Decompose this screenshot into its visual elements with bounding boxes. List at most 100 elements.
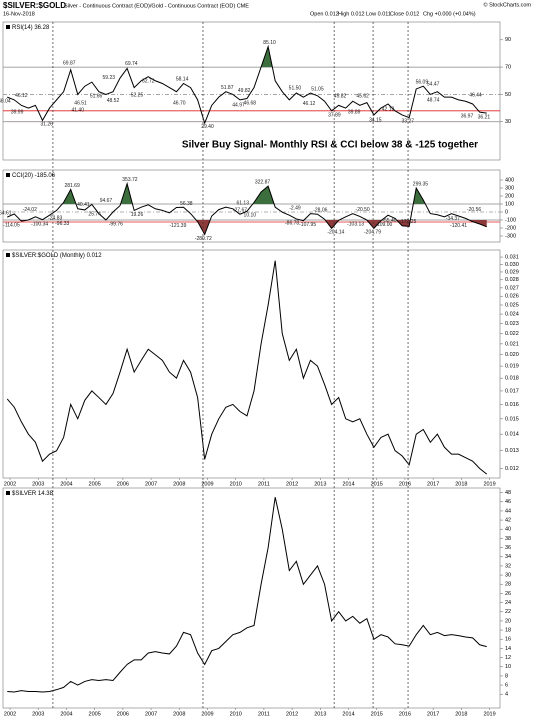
value-label: 46.51 (74, 101, 87, 107)
value-label: 61.13 (236, 200, 249, 206)
x-tick-label: 2002 (4, 711, 16, 717)
value-label: 34.15 (369, 117, 382, 123)
x-tick-label: 2011 (258, 711, 270, 717)
panel-frame (2, 21, 501, 161)
y-tick-label: 0.030 (505, 262, 519, 268)
y-tick-label: 44 (505, 508, 511, 514)
x-tick-label: 2013 (314, 481, 326, 487)
value-label: 48.04 (0, 98, 11, 104)
x-tick-label: 2006 (117, 481, 129, 487)
value-label: -114.05 (3, 222, 20, 228)
series-line (7, 497, 487, 693)
value-label: -107.95 (299, 222, 316, 228)
value-label: 94.67 (100, 198, 113, 204)
value-label: 37.89 (328, 112, 341, 118)
value-label: 46.44 (469, 93, 482, 99)
y-tick-label: 30 (505, 119, 511, 125)
value-label: -204.79 (364, 230, 381, 236)
value-label: 281.69 (64, 183, 80, 189)
value-label: 45.82 (334, 93, 347, 99)
value-label: 41.40 (71, 107, 84, 113)
panel-title: $SILVER 14.38 (12, 491, 54, 497)
y-tick-label: 200 (505, 193, 514, 199)
panel-title: CCI(20) -185.06 (12, 173, 56, 179)
y-tick-label: 46 (505, 499, 511, 505)
value-label: 46.70 (173, 100, 186, 106)
quote-item: Chg +0.000 (+0.04%) (423, 11, 476, 17)
value-label: 56.09 (416, 79, 429, 85)
value-label: 29.40 (201, 124, 214, 130)
x-tick-label: 2013 (314, 711, 326, 717)
y-tick-label: 38 (505, 536, 511, 542)
value-label: 85.10 (263, 40, 276, 46)
y-tick-label: 32 (505, 563, 511, 569)
x-tick-label: 2002 (4, 481, 16, 487)
value-label: 39.89 (348, 110, 361, 116)
value-label: 40.41 (77, 202, 90, 208)
value-label: 19.26 (131, 212, 144, 218)
x-tick-label: 2010 (230, 711, 242, 717)
value-label: 42.13 (382, 106, 395, 112)
y-tick-label: 14 (505, 646, 511, 652)
value-label: 36.97 (461, 114, 474, 120)
value-label: 69.74 (125, 61, 138, 67)
value-label: 36.21 (478, 115, 491, 121)
value-label: 49.82 (238, 88, 251, 94)
value-label: -20.56 (467, 207, 481, 213)
quote-item: High 0.012 (338, 11, 365, 17)
x-tick-label: 2003 (32, 481, 44, 487)
value-label: 51.05 (311, 86, 324, 92)
y-tick-label: 90 (505, 37, 511, 43)
y-tick-label: 42 (505, 518, 511, 524)
annotation: Silver Buy Signal- Monthly RSI & CCI bel… (182, 140, 478, 151)
fill-area (7, 183, 487, 204)
value-label: -121.39 (169, 223, 186, 229)
header-title: $SILVER:$GOLD (3, 1, 66, 10)
y-tick-label: 0.024 (505, 312, 519, 318)
credit: © StockCharts.com (484, 1, 532, 8)
y-tick-label: 10 (505, 664, 511, 670)
y-tick-label: 0.019 (505, 364, 519, 370)
y-tick-label: 0 (505, 209, 508, 215)
value-label: 48.52 (107, 98, 120, 104)
x-tick-label: 2019 (483, 711, 495, 717)
x-tick-label: 2014 (342, 711, 354, 717)
value-label: -120.41 (450, 223, 467, 229)
value-label: 25.74 (88, 211, 101, 217)
value-label: -27.67 (233, 208, 247, 214)
x-tick-label: 2010 (230, 481, 242, 487)
panel-title: RSI(14) 36.28 (12, 25, 50, 31)
y-tick-label: 22 (505, 609, 511, 615)
value-label: 51.50 (289, 86, 302, 92)
value-label: 33.27 (402, 119, 415, 125)
y-tick-label: 28 (505, 582, 511, 588)
value-label: 51.66 (90, 93, 103, 99)
y-tick-label: -300 (505, 233, 516, 239)
y-tick-label: 0.017 (505, 388, 519, 394)
value-label: 31.26 (40, 121, 53, 127)
value-label: 48.74 (427, 97, 440, 103)
legend-swatch (6, 491, 10, 495)
value-label: -280.72 (195, 236, 212, 242)
value-label: -28.06 (313, 208, 327, 214)
value-label: -86.78 (285, 220, 299, 226)
y-tick-label: 0.018 (505, 376, 519, 382)
x-tick-label: 2017 (427, 711, 439, 717)
value-label: -99.76 (109, 221, 123, 227)
y-tick-label: 36 (505, 545, 511, 551)
value-label: 56.38 (180, 201, 193, 207)
y-tick-label: 0.023 (505, 321, 519, 327)
y-tick-label: 0.031 (505, 255, 519, 261)
y-tick-label: 300 (505, 185, 514, 191)
panel-title: $SILVER:$GOLD (Monthly) 0.012 (12, 253, 102, 259)
value-label: -2.49 (289, 206, 301, 212)
panel-frame (2, 169, 501, 243)
x-tick-label: 2009 (201, 481, 213, 487)
y-tick-label: 400 (505, 177, 514, 183)
header-date: 16-Nov-2018 (3, 11, 35, 17)
y-tick-label: 20 (505, 618, 511, 624)
y-tick-label: 0.021 (505, 341, 519, 347)
value-label: -100.34 (31, 221, 48, 227)
x-tick-label: 2005 (89, 481, 101, 487)
